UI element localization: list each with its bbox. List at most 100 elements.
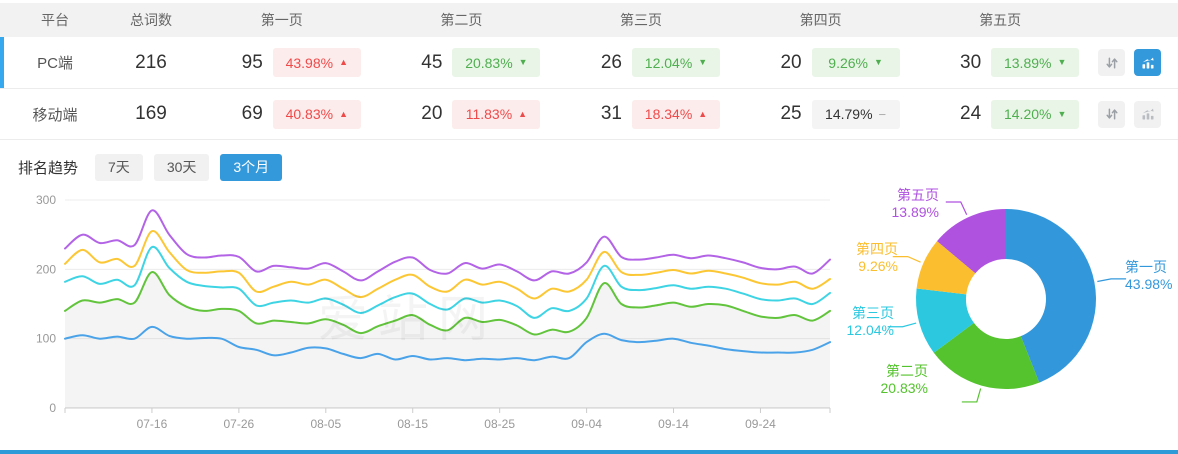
page1-cell: 69 40.83% ▲ [192,99,372,129]
page4-count: 20 [780,51,802,73]
page3-cell: 26 12.04% ▼ [551,48,731,77]
col-header-total: 总词数 [130,12,172,28]
pct-value: 14.79% [825,106,873,122]
platform-name: 移动端 [32,106,78,124]
page1-cell: 95 43.98% ▲ [192,48,372,77]
show-trend-chart-button[interactable] [1134,49,1161,76]
table-row-mobile[interactable]: 移动端 169 69 40.83% ▲ 20 11.83% ▲ 31 18.34% ▲… [0,89,1178,140]
donut-label-pct: 20.83% [880,380,928,396]
donut-label-pct: 43.98% [1125,276,1173,292]
charts-area: 爱站网 010020030007-1607-2608-0508-1508-250… [0,187,1178,442]
trend-arrow-icon: ▲ [698,108,708,119]
donut-label-name: 第三页 [852,305,894,321]
page2-cell: 45 20.83% ▼ [372,48,552,77]
page1-count: 95 [241,51,263,73]
row-actions [1090,49,1178,76]
page2-change-badge: 20.83% ▼ [452,48,541,77]
page5-change-badge: 14.20% ▼ [991,99,1080,129]
watermark: 爱站网 [318,279,498,351]
ranking-table: 平台 总词数 第一页 第二页 第三页 第四页 第五页 PC端 216 95 43… [0,3,1178,140]
trend-chart-icon [1142,57,1154,68]
tab-30-days[interactable]: 30天 [153,153,210,181]
col-header-page3: 第三页 [619,12,662,28]
page2-count: 20 [421,103,443,124]
svg-text:08-05: 08-05 [310,417,341,431]
donut-label-pct: 13.89% [891,204,939,220]
tab-7-days[interactable]: 7天 [95,153,143,181]
page2-count: 45 [421,51,443,73]
svg-text:09-04: 09-04 [571,417,602,431]
page5-change-badge: 13.89% ▼ [991,48,1080,77]
svg-text:100: 100 [36,332,56,346]
svg-text:09-24: 09-24 [745,417,776,431]
trend-section-header: 排名趋势 7天 30天 3个月 [0,153,1178,181]
trend-title: 排名趋势 [18,159,79,177]
page4-cell: 20 9.26% ▼ [731,48,911,77]
trend-arrow-icon: ▼ [698,57,708,67]
bottom-accent-bar [0,450,1178,454]
page4-count: 25 [780,103,802,124]
trend-arrow-icon: ▲ [339,108,348,119]
svg-text:08-15: 08-15 [397,417,428,431]
pct-value: 14.20% [1003,106,1052,122]
donut-label-name: 第五页 [897,187,939,203]
donut-chart-svg[interactable] [838,187,1178,439]
donut-label-page3: 第三页 12.04% [847,305,894,339]
donut-label-page4: 第四页 9.26% [856,241,898,275]
svg-text:07-26: 07-26 [224,417,255,431]
pct-value: 18.34% [644,106,693,122]
svg-text:0: 0 [49,401,56,415]
show-trend-chart-button[interactable] [1134,100,1161,128]
svg-text:200: 200 [36,262,56,276]
col-header-page2: 第二页 [440,12,483,28]
page2-cell: 20 11.83% ▲ [372,99,552,129]
col-header-page1: 第一页 [260,12,303,28]
page3-count: 26 [600,51,622,73]
donut-label-page5: 第五页 13.89% [892,187,939,221]
pct-value: 40.83% [285,106,334,122]
table-header: 平台 总词数 第一页 第二页 第三页 第四页 第五页 [0,3,1178,37]
donut-label-page1: 第一页 43.98% [1125,259,1172,293]
table-row-pc[interactable]: PC端 216 95 43.98% ▲ 45 20.83% ▼ 26 12.04% ▼… [0,37,1178,89]
page5-cell: 24 14.20% ▼ [910,99,1090,129]
sort-arrows-button[interactable] [1098,49,1125,76]
page1-count: 69 [241,103,263,124]
page1-change-badge: 43.98% ▲ [272,48,361,77]
trend-arrow-icon: − [878,106,887,122]
trend-arrow-icon: ▼ [518,57,528,67]
page5-cell: 30 13.89% ▼ [910,48,1090,77]
page3-change-badge: 12.04% ▼ [631,48,720,77]
sort-arrows-button[interactable] [1098,100,1125,128]
pct-value: 43.98% [285,54,334,71]
donut-label-name: 第二页 [886,363,928,379]
page2-change-badge: 11.83% ▲ [452,99,541,129]
trend-line-chart-svg[interactable]: 0 100 200 300 07-16 07-26 08-05 08-15 08-25 09-04… [18,187,838,442]
platform-name: PC端 [37,55,73,72]
sort-arrows-icon [1105,56,1118,69]
page3-cell: 31 18.34% ▲ [551,99,731,129]
trend-arrow-icon: ▲ [339,57,348,67]
donut-label-pct: 9.26% [858,258,898,274]
pct-value: 20.83% [465,54,513,71]
sort-arrows-icon [1105,108,1118,120]
tab-3-months[interactable]: 3个月 [220,153,283,181]
col-header-page4: 第四页 [799,12,842,28]
page5-count: 30 [960,51,982,73]
pct-value: 11.83% [465,106,513,122]
trend-arrow-icon: ▼ [1057,108,1067,119]
donut-label-page2: 第二页 20.83% [881,363,928,397]
col-header-platform: 平台 [41,12,69,28]
trend-chart-icon [1142,108,1154,120]
page-distribution-donut-chart[interactable]: 第一页 43.98% 第二页 20.83% 第三页 12.04% 第四页 9.2… [838,187,1178,439]
total-words: 216 [135,51,167,73]
page3-change-badge: 18.34% ▲ [631,99,720,129]
page1-change-badge: 40.83% ▲ [272,99,361,129]
svg-text:09-14: 09-14 [658,417,689,431]
pct-value: 13.89% [1003,54,1052,71]
svg-text:300: 300 [36,193,56,207]
total-words: 169 [135,103,167,124]
trend-line-chart[interactable]: 爱站网 010020030007-1607-2608-0508-1508-250… [18,187,838,442]
row-actions [1090,100,1178,128]
page4-change-badge: 9.26% ▼ [811,48,900,77]
